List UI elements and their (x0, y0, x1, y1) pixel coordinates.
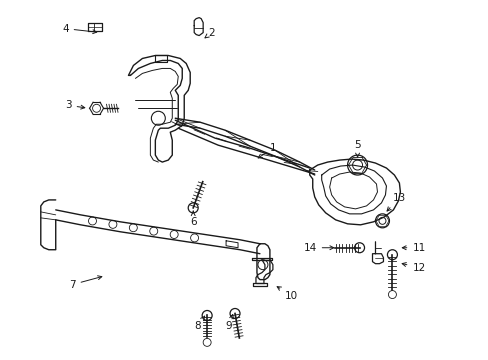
Text: 2: 2 (204, 28, 215, 38)
Text: 6: 6 (189, 211, 196, 227)
Text: 1: 1 (258, 143, 276, 158)
Text: 13: 13 (386, 193, 405, 211)
Text: 12: 12 (401, 262, 425, 273)
Text: 4: 4 (62, 24, 97, 33)
Text: 14: 14 (303, 243, 333, 253)
Text: 7: 7 (69, 276, 102, 289)
Text: 5: 5 (353, 140, 360, 157)
Text: 3: 3 (65, 100, 84, 110)
Text: 10: 10 (277, 287, 297, 301)
Text: 11: 11 (402, 243, 425, 253)
Text: 8: 8 (193, 316, 204, 332)
Text: 9: 9 (225, 315, 233, 332)
